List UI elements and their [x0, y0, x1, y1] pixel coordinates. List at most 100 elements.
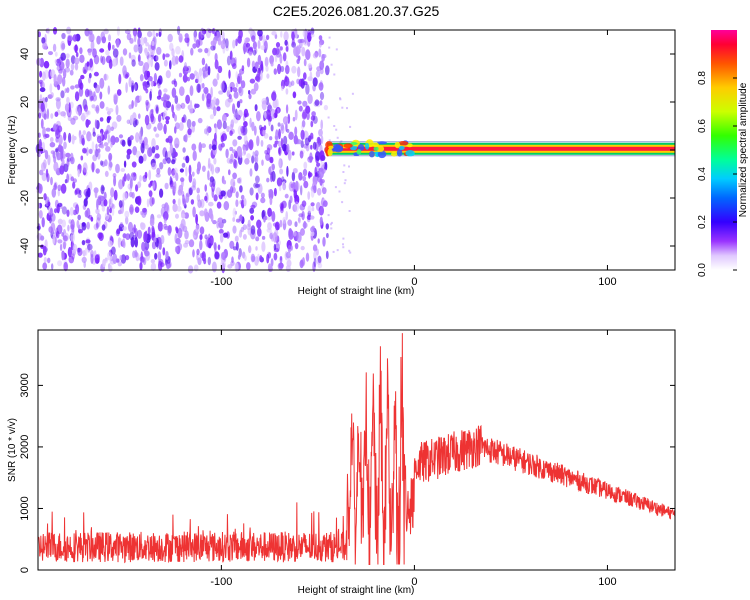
noise-blob	[291, 151, 295, 156]
noise-blob	[248, 46, 254, 52]
noise-blob	[184, 33, 189, 39]
noise-blob	[226, 55, 231, 66]
noise-blob	[242, 234, 247, 240]
noise-speck	[348, 165, 350, 168]
noise-blob	[162, 53, 166, 61]
noise-blob	[235, 71, 238, 79]
noise-blob	[304, 137, 310, 146]
noise-blob	[129, 204, 134, 215]
noise-blob	[220, 40, 226, 50]
noise-blob	[276, 177, 283, 187]
noise-blob	[310, 230, 315, 237]
x-tick-label: 100	[598, 576, 616, 588]
noise-blob	[260, 139, 264, 147]
noise-blob	[149, 218, 155, 227]
noise-blob	[296, 58, 300, 65]
noise-blob	[94, 188, 98, 199]
noise-blob	[172, 198, 176, 205]
noise-blob	[104, 170, 109, 177]
noise-blob	[128, 52, 132, 59]
signal-band-core	[327, 146, 675, 151]
noise-blob	[163, 93, 168, 101]
noise-blob	[231, 149, 237, 154]
noise-blob	[97, 232, 103, 240]
noise-blob	[181, 116, 185, 123]
noise-blob	[213, 106, 217, 117]
noise-blob	[271, 170, 276, 182]
noise-blob	[294, 28, 298, 36]
noise-blob	[226, 125, 230, 132]
noise-blob	[223, 201, 230, 211]
noise-speck	[341, 201, 344, 204]
noise-blob	[157, 221, 163, 232]
noise-blob	[240, 80, 246, 89]
noise-blob	[291, 31, 295, 41]
noise-blob	[294, 109, 298, 121]
noise-blob	[209, 163, 213, 172]
noise-blob	[52, 27, 58, 35]
noise-blob	[160, 262, 165, 268]
noise-blob	[129, 178, 133, 189]
noise-blob	[126, 153, 131, 160]
noise-blob	[254, 104, 258, 112]
noise-blob	[96, 35, 101, 45]
noise-blob	[46, 215, 51, 221]
snr-y-label: SNR (10 * v/v)	[7, 418, 18, 482]
noise-blob	[251, 121, 255, 132]
noise-blob	[195, 39, 201, 48]
noise-blob	[254, 61, 259, 70]
noise-blob	[287, 81, 292, 88]
noise-blob	[292, 116, 296, 122]
noise-blob	[269, 136, 273, 141]
noise-blob	[39, 81, 43, 88]
noise-blob	[308, 171, 311, 179]
noise-blob	[67, 246, 72, 258]
noise-blob	[92, 131, 96, 137]
noise-speck	[328, 36, 331, 39]
noise-blob	[122, 238, 126, 247]
noise-blob	[140, 37, 145, 46]
noise-blob	[288, 229, 294, 240]
noise-blob	[94, 150, 99, 157]
noise-blob	[115, 163, 120, 174]
noise-blob	[261, 100, 267, 111]
noise-blob	[197, 75, 203, 84]
noise-blob	[191, 120, 196, 127]
noise-blob	[288, 131, 294, 140]
noise-blob	[218, 229, 224, 234]
noise-blob	[63, 261, 68, 272]
noise-blob	[269, 55, 274, 65]
noise-blob	[93, 71, 99, 77]
noise-blob	[171, 169, 177, 179]
noise-blob	[203, 257, 207, 265]
noise-blob	[209, 176, 215, 183]
noise-blob	[125, 216, 129, 225]
noise-blob	[313, 250, 317, 261]
noise-blob	[151, 162, 157, 170]
noise-blob	[197, 257, 202, 266]
noise-blob	[52, 151, 56, 159]
noise-blob	[185, 166, 188, 177]
noise-blob	[41, 162, 46, 172]
noise-blob	[119, 255, 122, 261]
noise-blob	[195, 224, 200, 233]
noise-blob	[211, 182, 216, 192]
noise-blob	[122, 233, 127, 239]
noise-blob	[99, 77, 105, 89]
noise-blob	[64, 67, 71, 73]
noise-blob	[97, 195, 103, 201]
noise-blob	[305, 83, 310, 95]
noise-blob	[131, 161, 137, 168]
noise-blob	[108, 108, 114, 113]
noise-blob	[310, 33, 315, 38]
noise-blob	[208, 201, 214, 207]
noise-blob	[310, 226, 315, 233]
noise-blob	[197, 117, 203, 124]
noise-blob	[153, 126, 157, 132]
noise-blob	[196, 83, 202, 93]
signal-turbulence	[373, 146, 379, 151]
noise-blob	[41, 217, 45, 228]
noise-blob	[61, 219, 66, 228]
noise-blob	[293, 188, 297, 200]
noise-blob	[79, 47, 83, 55]
